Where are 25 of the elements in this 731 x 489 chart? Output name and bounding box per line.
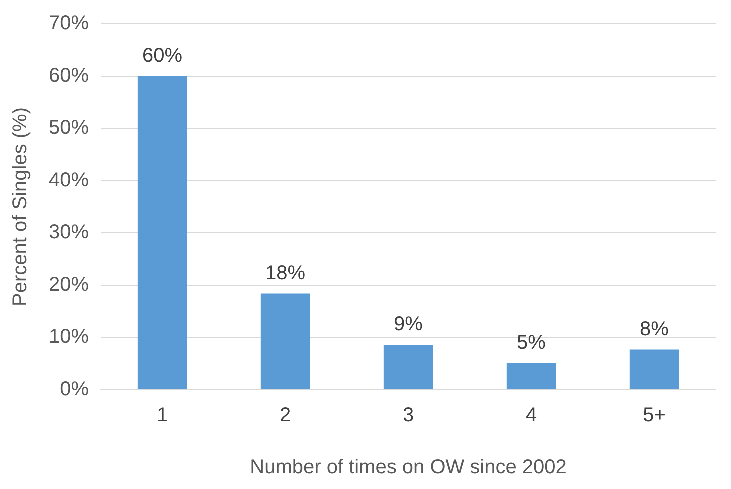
y-tick-label: 20% bbox=[49, 274, 90, 296]
y-tick-label: 60% bbox=[49, 64, 90, 87]
bar bbox=[630, 350, 680, 390]
y-tick-label: 40% bbox=[49, 169, 90, 192]
x-tick-label: 5+ bbox=[643, 404, 666, 427]
x-tick-label: 1 bbox=[156, 404, 168, 427]
bar bbox=[138, 76, 188, 390]
y-tick-label: 50% bbox=[49, 117, 90, 140]
bar bbox=[384, 345, 434, 390]
x-tick-label: 2 bbox=[280, 404, 292, 427]
data-label: 18% bbox=[266, 262, 306, 284]
y-tick-label: 10% bbox=[49, 326, 90, 348]
x-tick-label: 4 bbox=[526, 404, 538, 427]
data-label: 9% bbox=[394, 314, 424, 336]
data-label: 8% bbox=[640, 318, 670, 340]
bar bbox=[506, 363, 556, 390]
data-label: 5% bbox=[517, 332, 546, 354]
bar bbox=[260, 294, 310, 390]
x-axis-title: Number of times on OW since 2002 bbox=[250, 456, 567, 479]
y-tick-label: 70% bbox=[49, 12, 90, 35]
y-tick-label: 0% bbox=[60, 378, 90, 401]
y-axis-title: Percent of Singles (%) bbox=[10, 108, 32, 306]
y-tick-label: 30% bbox=[49, 222, 90, 244]
data-label: 60% bbox=[142, 44, 183, 67]
x-tick-label: 3 bbox=[402, 404, 414, 427]
